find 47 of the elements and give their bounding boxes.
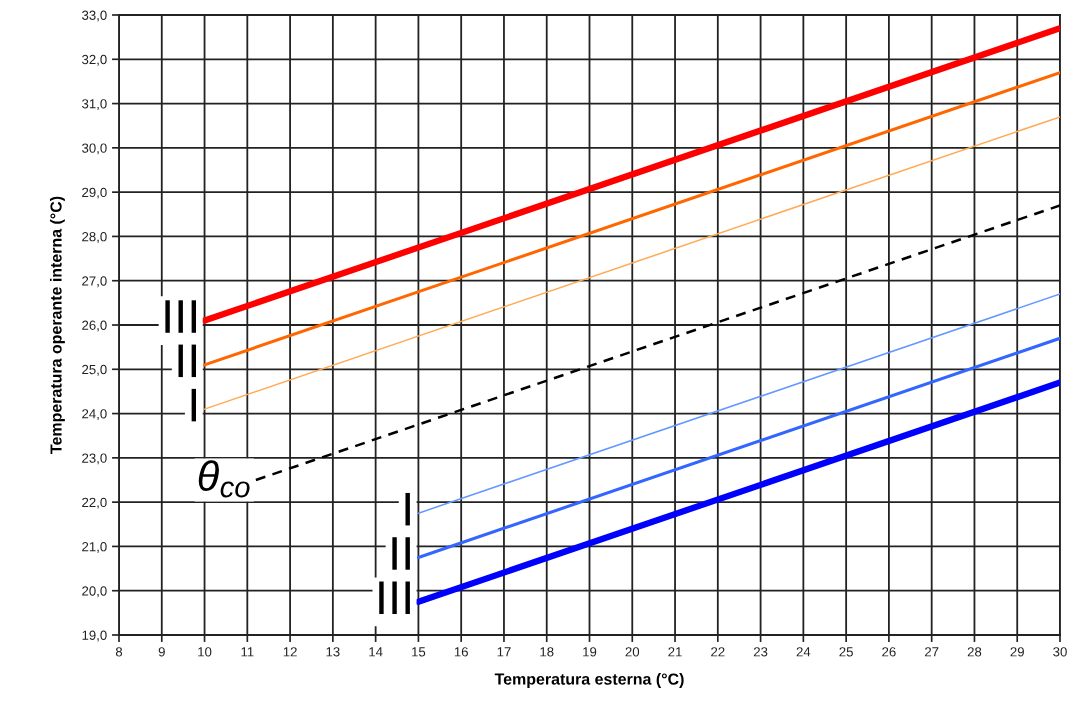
series-label: I (405, 492, 410, 526)
y-tick-label: 29,0 (82, 187, 107, 199)
x-tick-label: 10 (198, 647, 212, 657)
y-tick-label: 27,0 (82, 276, 107, 288)
x-axis-title: Temperatura esterna (°C) (494, 672, 684, 688)
y-tick-label: 21,0 (82, 542, 107, 553)
x-tick-label: 20 (625, 647, 640, 657)
series-label: III (165, 300, 197, 333)
y-tick-label: 32,0 (82, 54, 107, 66)
x-tick-label: 24 (796, 647, 811, 657)
y-tick-label: 31,0 (82, 99, 107, 111)
x-tick-label: 13 (326, 647, 340, 657)
x-tick-label: 8 (115, 647, 123, 657)
series-label: III (379, 581, 410, 614)
y-tick-label: 28,0 (82, 232, 107, 243)
y-axis-title: Temperatura operante interna (°C) (49, 196, 65, 454)
series-label: I (191, 388, 197, 422)
y-tick-label: 24,0 (82, 409, 107, 421)
x-tick-label: 25 (839, 647, 853, 657)
x-tick-label: 19 (583, 647, 597, 657)
y-tick-label: 20,0 (82, 586, 107, 598)
x-tick-label: 15 (412, 647, 426, 657)
x-tick-label: 16 (454, 647, 468, 657)
y-tick-label: 33,0 (82, 10, 107, 22)
x-tick-label: 30 (1053, 647, 1067, 657)
y-tick-label: 23,0 (82, 453, 107, 465)
x-tick-label: 23 (753, 647, 768, 657)
series-label: II (392, 537, 410, 570)
x-tick-label: 11 (241, 647, 254, 657)
x-tick-label: 21 (668, 647, 682, 657)
x-tick-label: 26 (882, 647, 896, 657)
y-tick-label: 19,0 (82, 630, 107, 642)
y-tick-label: 25,0 (82, 364, 107, 376)
x-tick-label: 27 (925, 647, 939, 657)
x-tick-label: 9 (158, 647, 165, 657)
series-label: II (178, 344, 197, 378)
series-label: θ$_{co}$ (198, 460, 250, 498)
x-tick-label: 17 (497, 647, 511, 657)
y-tick-label: 30,0 (82, 143, 107, 155)
y-tick-label: 26,0 (82, 320, 107, 332)
y-tick-label: 22,0 (82, 497, 107, 509)
x-tick-label: 18 (540, 647, 554, 657)
x-tick-label: 29 (1010, 647, 1024, 657)
x-tick-label: 12 (283, 647, 297, 657)
x-tick-label: 22 (711, 647, 725, 657)
x-tick-label: 28 (967, 647, 982, 657)
x-tick-label: 14 (369, 647, 383, 657)
